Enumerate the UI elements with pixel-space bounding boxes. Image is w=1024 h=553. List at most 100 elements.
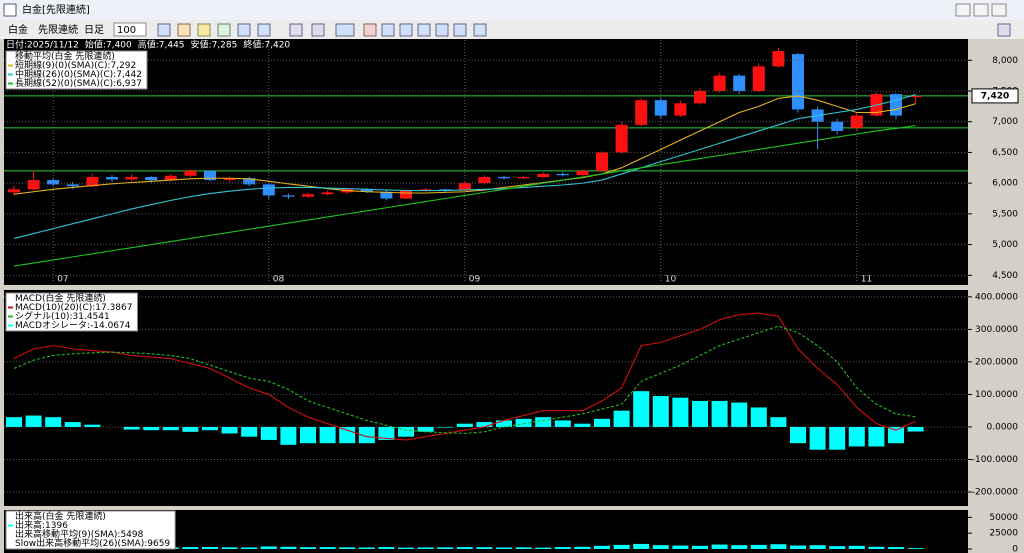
series-line	[13, 94, 916, 239]
minimize-button[interactable]	[955, 3, 971, 17]
volume-bar	[770, 544, 787, 549]
y-tick-label: 6,000	[992, 179, 1018, 189]
volume-bar	[731, 545, 748, 549]
volume-bar	[888, 547, 904, 549]
oscillator-bar	[358, 426, 375, 444]
oscillator-bar	[809, 426, 826, 450]
legend-entry: シグナル(10):31.4541	[15, 310, 110, 322]
volume-bar	[476, 547, 493, 549]
series-line	[13, 125, 916, 267]
contract-select[interactable]: 先限連続	[38, 23, 78, 36]
oscillator-bar	[750, 407, 767, 427]
volume-bar	[907, 548, 924, 549]
candle-body	[184, 170, 197, 176]
volume-bar	[202, 546, 218, 549]
volume-bar	[594, 545, 610, 549]
volume-bar	[829, 546, 846, 549]
candle-body	[419, 189, 432, 191]
current-price-label: 7,420	[981, 91, 1009, 101]
candle-body	[596, 152, 608, 171]
y-tick-label: 4,500	[992, 271, 1018, 281]
legend: 出来高(白金 先限連続)出来高:1396出来高移動平均(9)(SMA):5498…	[5, 510, 176, 550]
volume-bar	[437, 547, 454, 549]
oscillator-bar	[711, 400, 728, 427]
toolbar-icons	[157, 23, 1011, 37]
volume-bar	[868, 546, 885, 549]
title-bar	[0, 0, 1024, 20]
oscillator-bar	[182, 426, 199, 432]
candle-body	[733, 75, 746, 91]
oscillator-bar	[652, 396, 669, 427]
maximize-button[interactable]	[973, 3, 989, 17]
volume-bar	[790, 545, 806, 549]
candle-body	[302, 194, 314, 197]
legend-box	[5, 510, 176, 550]
y-tick-label: 5,000	[992, 240, 1018, 250]
candle-body	[635, 100, 648, 125]
oscillator-bar	[496, 420, 512, 427]
volume-bar	[515, 547, 532, 549]
volume-bar	[848, 545, 865, 549]
info-field: 安値:7,285	[191, 39, 238, 51]
candle-body	[752, 66, 765, 91]
candle-body	[831, 121, 844, 131]
oscillator-bar	[515, 418, 532, 427]
close-button[interactable]	[991, 3, 1007, 17]
candle-body	[478, 177, 491, 184]
oscillator-bar	[476, 422, 493, 427]
volume-bar	[652, 545, 669, 549]
legend-entry: 移動平均(白金 先限連続)	[15, 50, 115, 62]
candle-body	[713, 75, 726, 91]
candle-body	[890, 94, 902, 116]
legend-entry: Slow出来高移動平均(26)(SMA):9659	[15, 537, 170, 549]
y-tick-label: 5,500	[992, 209, 1018, 219]
y-tick-label: 400.0000	[975, 292, 1018, 302]
oscillator-bar	[143, 426, 160, 431]
legend-entry: MACD(白金 先限連続)	[15, 292, 106, 304]
volume-bar	[260, 546, 277, 549]
oscillator-bar	[202, 426, 218, 431]
legend-entry: 出来高移動平均(9)(SMA):5498	[15, 528, 144, 540]
candle-body	[223, 178, 236, 181]
axis-strip	[968, 510, 1024, 551]
oscillator-bar	[162, 426, 179, 431]
legend-box	[5, 292, 138, 332]
oscillator-bar	[848, 426, 865, 447]
oscillator-bar	[456, 423, 473, 427]
volume-bar	[613, 544, 630, 549]
oscillator-bar	[888, 426, 904, 444]
legend-entry: 出来高:1396	[15, 519, 68, 531]
volume-bar	[809, 545, 826, 549]
y-tick-label: -100.0000	[972, 455, 1018, 465]
candle-body	[66, 184, 79, 187]
candle-body	[8, 189, 20, 193]
candle-body	[380, 191, 393, 199]
oscillator-bar	[25, 415, 42, 427]
volume-bar	[672, 545, 689, 549]
x-tick-label: 10	[665, 275, 677, 285]
oscillator-bar	[554, 420, 571, 427]
oscillator-bar	[300, 426, 316, 444]
oscillator-bar	[319, 426, 336, 444]
count-box[interactable]	[113, 22, 147, 37]
y-tick-label: 300.0000	[975, 325, 1018, 335]
candle-body	[360, 189, 373, 192]
candle-body	[321, 192, 334, 195]
candle-body	[517, 177, 530, 179]
candle-body	[47, 180, 60, 185]
volume-bar	[535, 547, 552, 549]
oscillator-bar	[574, 423, 591, 427]
candle-body	[27, 180, 40, 190]
info-field: 終値:7,420	[243, 39, 290, 51]
symbol-select[interactable]: 白金	[8, 23, 28, 36]
oscillator-bar	[829, 426, 846, 450]
count-input[interactable]: 100	[117, 25, 136, 36]
info-bar: 日付:2025/11/12 始値:7,400 高値:7,445 安値:7,285 終値:…	[6, 39, 290, 51]
period-select[interactable]: 日足	[84, 24, 104, 36]
oscillator-bar	[84, 424, 101, 427]
series-line	[13, 312, 916, 441]
oscillator-bar	[790, 426, 806, 444]
legend-box	[5, 50, 148, 90]
oscillator-bar	[64, 422, 81, 427]
